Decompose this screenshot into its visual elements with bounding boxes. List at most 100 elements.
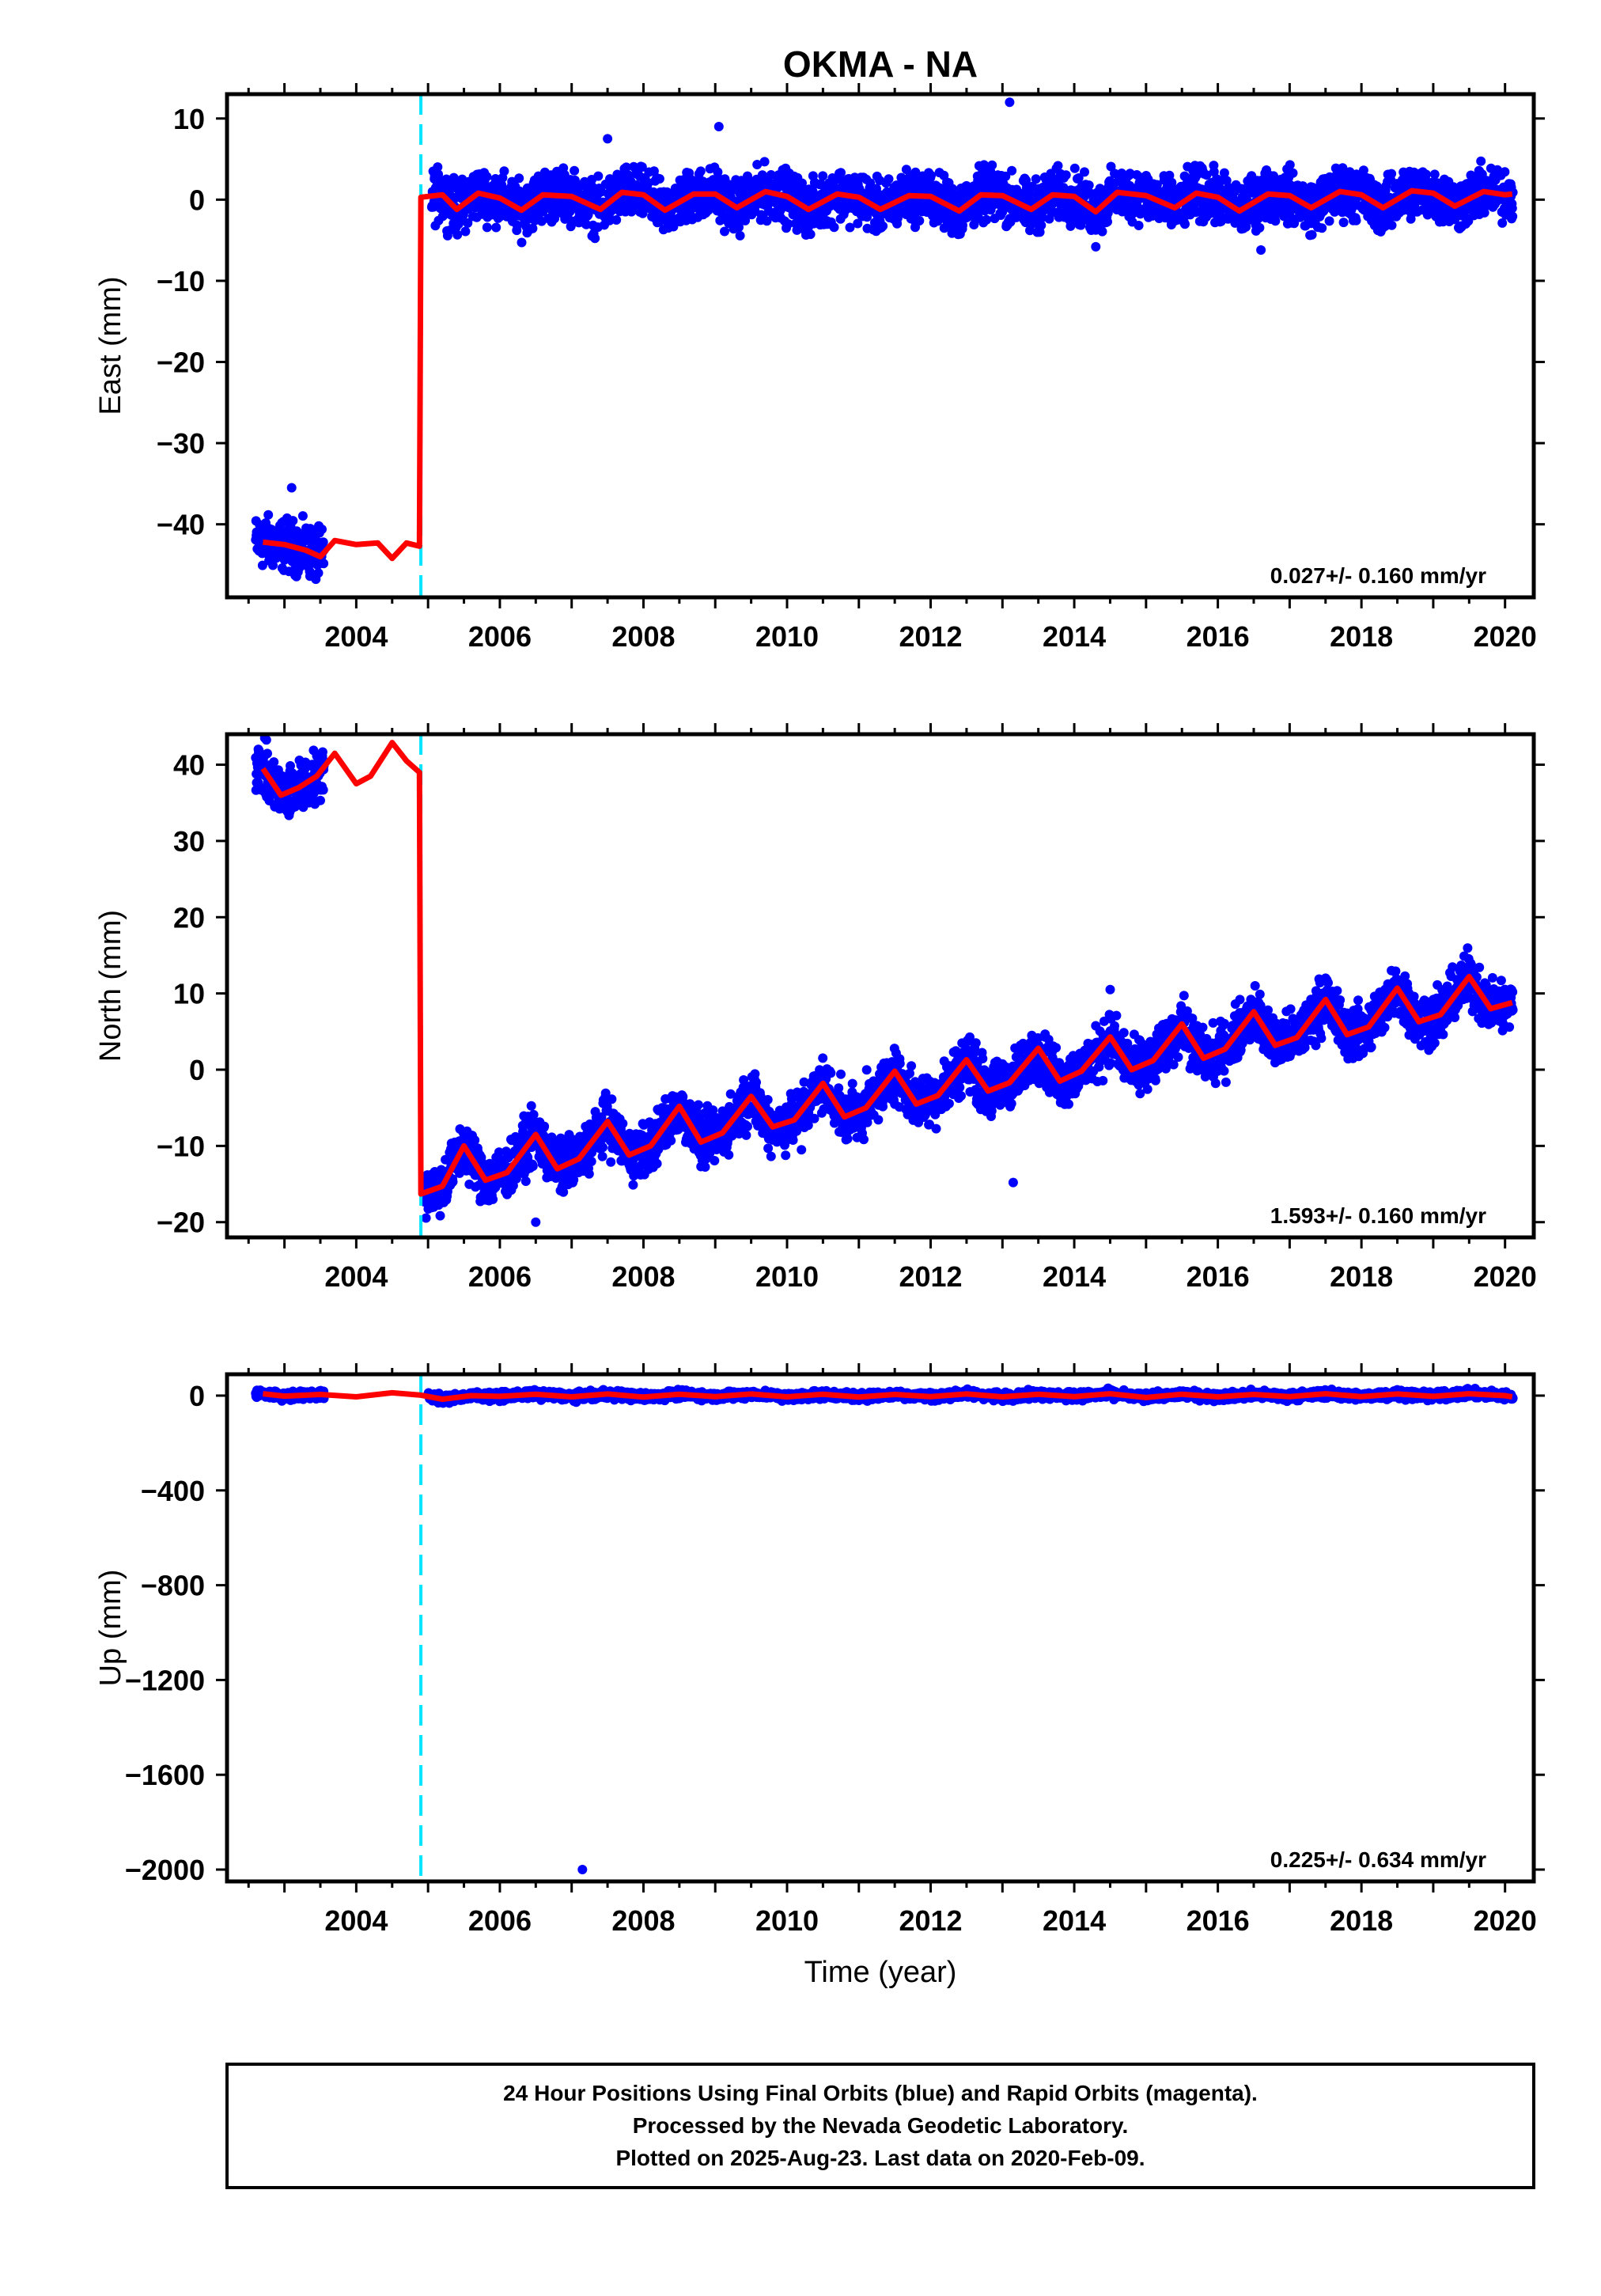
data-point bbox=[1180, 219, 1190, 229]
data-point bbox=[741, 1130, 751, 1140]
data-point bbox=[1324, 216, 1334, 226]
outlier-point bbox=[1256, 245, 1266, 255]
data-point bbox=[750, 1069, 760, 1079]
data-point bbox=[751, 1078, 761, 1087]
data-point bbox=[713, 167, 723, 177]
data-point bbox=[743, 171, 752, 181]
data-point bbox=[1001, 171, 1011, 181]
fit-line bbox=[263, 188, 1513, 562]
data-point bbox=[1036, 220, 1047, 230]
data-point bbox=[724, 1150, 734, 1160]
data-point bbox=[470, 1135, 480, 1146]
data-point bbox=[313, 568, 324, 578]
data-point bbox=[763, 1143, 774, 1154]
data-point bbox=[1069, 163, 1080, 173]
data-point bbox=[1255, 222, 1265, 233]
data-point bbox=[539, 1121, 550, 1131]
data-point bbox=[448, 1176, 458, 1187]
data-point bbox=[494, 1147, 504, 1157]
data-point bbox=[1317, 223, 1327, 233]
data-point bbox=[1387, 220, 1397, 230]
data-point bbox=[584, 1169, 594, 1179]
data-point bbox=[528, 1161, 538, 1171]
data-point bbox=[482, 172, 492, 182]
data-point bbox=[441, 1154, 451, 1165]
data-point bbox=[752, 160, 763, 169]
data-point bbox=[488, 1194, 498, 1204]
y-axis-label: East (mm) bbox=[94, 276, 127, 415]
data-point bbox=[763, 1095, 773, 1104]
data-point bbox=[269, 757, 279, 767]
data-point bbox=[1289, 218, 1300, 229]
data-point bbox=[1080, 167, 1089, 177]
data-point bbox=[1500, 167, 1510, 177]
data-point bbox=[666, 1135, 676, 1146]
data-point bbox=[317, 525, 327, 534]
data-point bbox=[586, 1157, 596, 1166]
data-point bbox=[435, 1211, 445, 1221]
data-point bbox=[668, 222, 679, 232]
data-point bbox=[452, 229, 463, 240]
data-point bbox=[1429, 169, 1440, 180]
data-point bbox=[268, 560, 278, 570]
data-point bbox=[1167, 177, 1177, 188]
data-point bbox=[261, 735, 271, 745]
data-point bbox=[1476, 156, 1486, 166]
outlier-point bbox=[1005, 97, 1015, 108]
data-point bbox=[499, 166, 509, 176]
y-tick-label: −10 bbox=[157, 265, 205, 297]
data-point bbox=[982, 214, 992, 225]
data-point bbox=[853, 218, 863, 229]
x-tick-label: 2020 bbox=[1474, 620, 1537, 653]
data-point bbox=[818, 171, 828, 181]
data-point bbox=[1053, 161, 1063, 171]
data-point bbox=[637, 162, 647, 172]
data-point bbox=[862, 212, 872, 222]
data-point bbox=[526, 1101, 536, 1111]
data-point bbox=[1007, 165, 1017, 176]
data-point bbox=[598, 1142, 607, 1153]
data-point bbox=[958, 220, 967, 230]
data-point bbox=[743, 1121, 752, 1131]
y-tick-label: 0 bbox=[189, 184, 205, 216]
data-point bbox=[914, 216, 925, 225]
data-point bbox=[1351, 215, 1361, 225]
outlier-point bbox=[713, 122, 724, 131]
data-point bbox=[263, 748, 272, 759]
data-point bbox=[286, 761, 295, 771]
rate-label: 0.027+/- 0.160 mm/yr bbox=[1270, 563, 1486, 588]
data-point bbox=[1179, 171, 1190, 181]
data-point bbox=[482, 222, 492, 233]
data-point bbox=[652, 1158, 662, 1169]
data-point bbox=[611, 215, 622, 225]
data-point bbox=[836, 168, 846, 178]
data-point bbox=[1097, 226, 1107, 237]
data-point bbox=[783, 219, 793, 229]
data-point bbox=[593, 171, 604, 181]
x-tick-label: 2004 bbox=[324, 620, 388, 653]
outlier-point bbox=[1091, 241, 1101, 252]
data-point bbox=[517, 237, 527, 248]
data-point bbox=[590, 233, 600, 244]
data-point bbox=[528, 223, 538, 233]
data-point bbox=[520, 1176, 531, 1186]
data-point bbox=[318, 537, 328, 547]
data-point bbox=[766, 1151, 776, 1161]
data-point bbox=[695, 166, 706, 176]
data-point bbox=[693, 1100, 703, 1110]
data-point bbox=[1073, 173, 1084, 183]
data-point bbox=[512, 1169, 522, 1180]
data-point bbox=[621, 162, 631, 172]
data-point bbox=[1508, 211, 1518, 222]
data-point bbox=[558, 1187, 569, 1197]
data-point bbox=[257, 560, 267, 570]
data-point bbox=[1065, 221, 1076, 231]
data-point bbox=[1219, 168, 1229, 178]
data-point bbox=[720, 226, 729, 237]
x-tick-label: 2016 bbox=[1187, 620, 1250, 653]
y-tick-label: −30 bbox=[157, 427, 205, 460]
data-point bbox=[491, 222, 501, 233]
data-point bbox=[512, 220, 522, 230]
data-point bbox=[618, 1119, 628, 1129]
